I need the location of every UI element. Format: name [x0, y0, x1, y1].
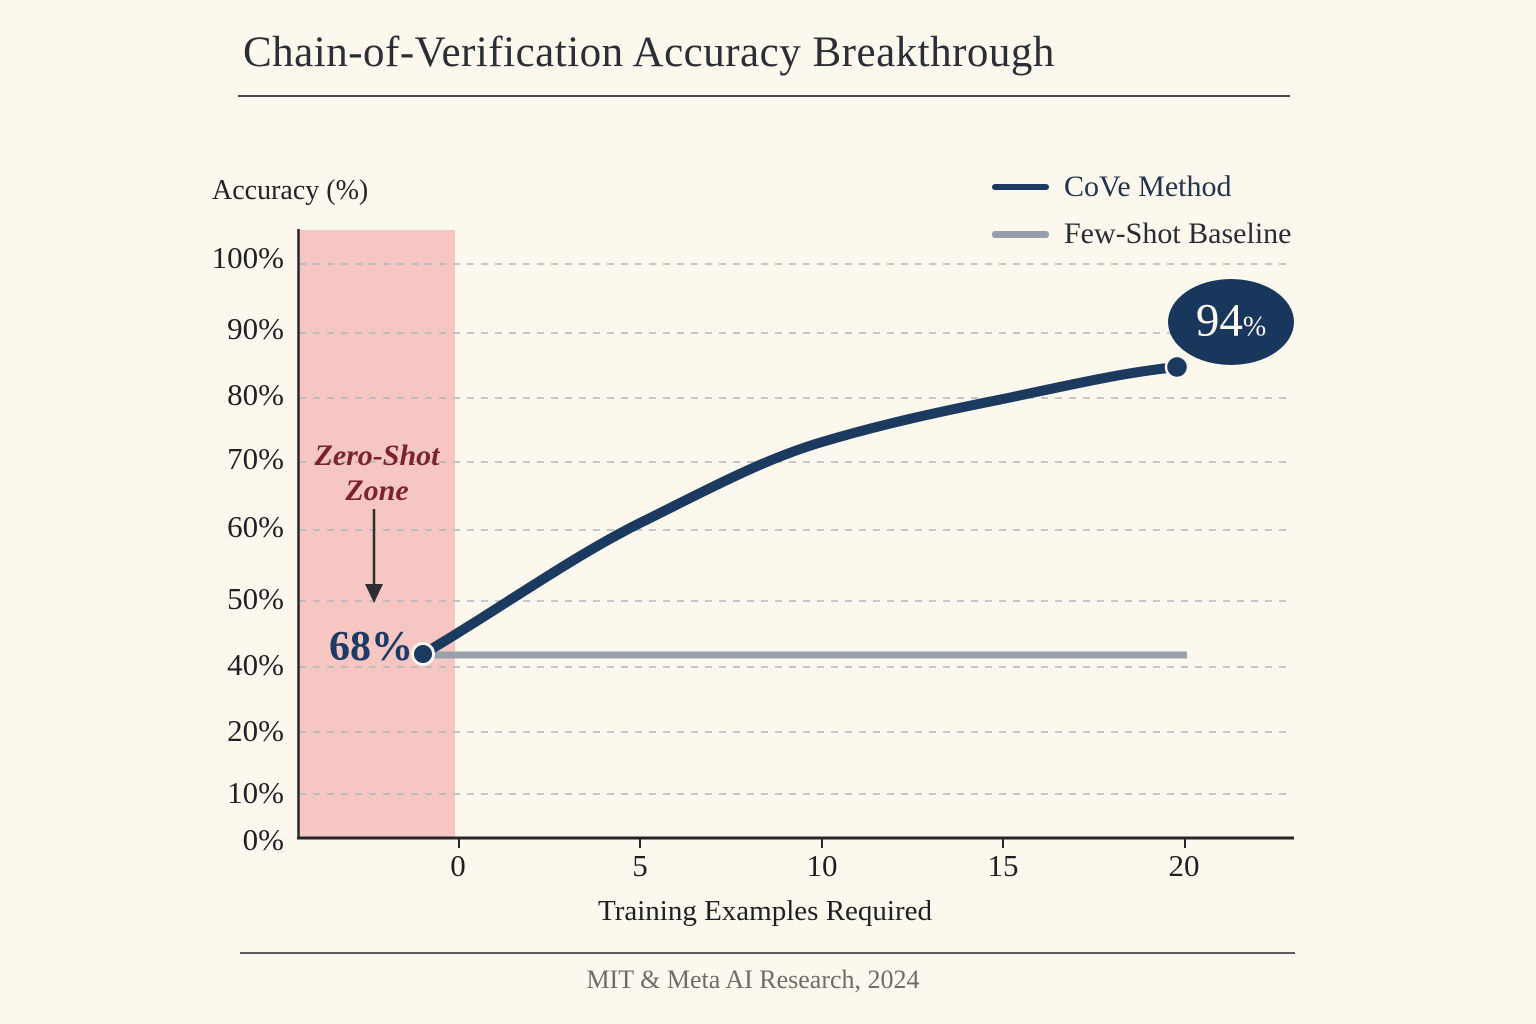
x-axis-title: Training Examples Required [598, 895, 932, 927]
legend-item-cove: CoVe Method [992, 170, 1291, 204]
end-value-label: 94% [1195, 294, 1267, 347]
x-tick-label: 20 [1168, 848, 1200, 883]
cove-line-swatch-icon [992, 184, 1049, 190]
zone-arrow-head-icon [365, 584, 383, 603]
legend: CoVe Method Few-Shot Baseline [992, 170, 1291, 251]
zone-label-line1: Zero-Shot [314, 439, 440, 472]
end-value-number: 94 [1195, 294, 1243, 347]
legend-item-fewshot: Few-Shot Baseline [992, 217, 1291, 251]
x-tick-label: 15 [987, 848, 1019, 883]
end-point-marker [1164, 354, 1190, 380]
cove-method-curve-series [418, 362, 1182, 659]
y-tick-label: 90% [227, 311, 284, 346]
end-callout-bubble [1168, 279, 1294, 365]
y-tick-label: 40% [227, 647, 284, 682]
start-value-label: 68% [329, 624, 413, 670]
footer-divider [240, 952, 1295, 954]
y-tick-label: 0% [242, 822, 284, 857]
zone-label-line2: Zone [345, 474, 409, 507]
zone-label: Zero-Shot Zone [314, 438, 439, 508]
y-tick-label: 10% [227, 775, 284, 810]
y-tick-label: 50% [227, 581, 284, 616]
gridlines [299, 263, 1291, 795]
source-attribution: MIT & Meta AI Research, 2024 [586, 965, 920, 994]
y-tick-label: 60% [227, 509, 284, 544]
x-tick-label: 10 [806, 848, 838, 883]
start-point-marker [411, 642, 435, 666]
y-tick-label: 80% [227, 377, 284, 412]
legend-label-fewshot: Few-Shot Baseline [1064, 217, 1292, 250]
x-tick-label: 5 [632, 848, 648, 883]
x-tick-label: 0 [450, 848, 466, 883]
page-title: Chain-of-Verification Accuracy Breakthro… [243, 29, 1055, 76]
zero-shot-zone-region [299, 230, 455, 837]
x-tick-marks [458, 839, 1186, 848]
y-tick-label: 100% [211, 240, 284, 275]
y-axis-title: Accuracy (%) [212, 175, 369, 206]
fewshot-line-swatch-icon [992, 230, 1049, 238]
y-tick-label: 70% [227, 441, 284, 476]
y-tick-label: 20% [227, 713, 284, 748]
legend-label-cove: CoVe Method [1064, 170, 1232, 203]
title-underline [238, 95, 1290, 97]
end-value-percent-sign: % [1242, 311, 1267, 343]
